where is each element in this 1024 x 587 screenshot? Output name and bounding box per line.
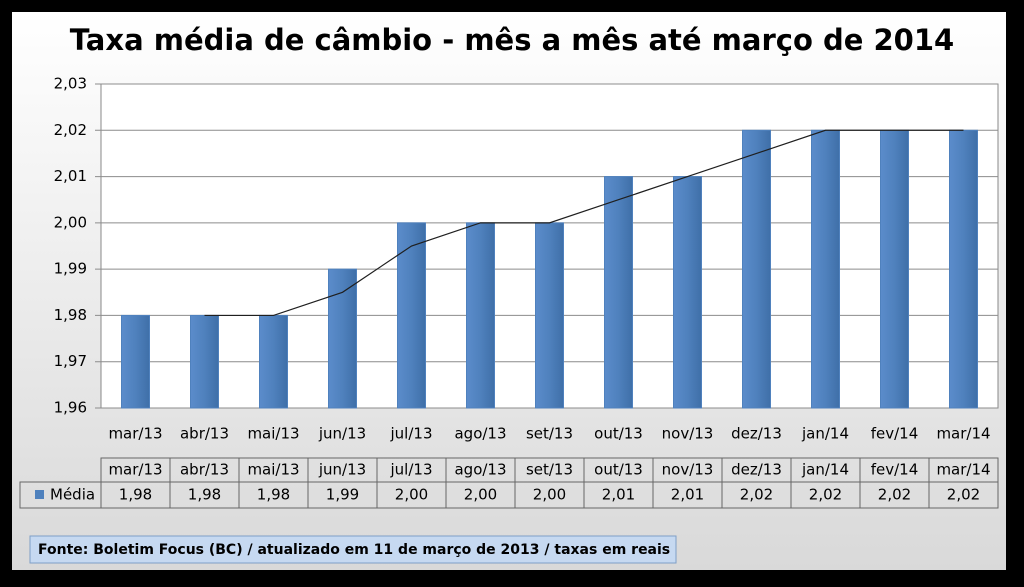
- bar: [604, 176, 633, 409]
- table-value: 2,01: [671, 486, 704, 504]
- x-tick-label: mar/13: [108, 425, 162, 443]
- table-value: 2,02: [878, 486, 911, 504]
- table-header: nov/13: [662, 461, 714, 479]
- bar: [328, 268, 357, 409]
- x-tick-label: out/13: [594, 425, 643, 443]
- x-tick-label: mai/13: [247, 425, 299, 443]
- bar: [949, 129, 978, 409]
- bar: [811, 129, 840, 409]
- table-value: 2,02: [947, 486, 980, 504]
- y-tick-label: 2,03: [54, 75, 87, 93]
- bar: [397, 222, 426, 409]
- table-value: 1,99: [326, 486, 359, 504]
- table-cell: [928, 481, 999, 509]
- table-header: ago/13: [454, 461, 506, 479]
- y-tick-label: 1,99: [54, 260, 87, 278]
- bar: [880, 129, 909, 409]
- table-value: 1,98: [119, 486, 152, 504]
- y-tick-label: 2,00: [54, 213, 87, 231]
- table-header: abr/13: [180, 461, 229, 479]
- table-value: 2,02: [809, 486, 842, 504]
- table-header: mar/14: [936, 461, 990, 479]
- table-header: jul/13: [390, 461, 433, 479]
- table-value: 2,00: [464, 486, 497, 504]
- trend-line: [204, 129, 964, 317]
- x-tick-label: fev/14: [871, 425, 919, 443]
- x-tick-label: jan/14: [801, 425, 849, 443]
- y-tick-label: 1,98: [54, 306, 87, 324]
- bar: [535, 222, 564, 409]
- table-value: 1,98: [188, 486, 221, 504]
- x-tick-label: jul/13: [390, 425, 433, 443]
- chart-title: Taxa média de câmbio - mês a mês até mar…: [70, 23, 954, 57]
- x-tick-label: ago/13: [454, 425, 506, 443]
- table-header: mar/13: [108, 461, 162, 479]
- y-tick-label: 2,02: [54, 121, 87, 139]
- table-header: mai/13: [247, 461, 299, 479]
- y-tick-label: 1,97: [54, 352, 87, 370]
- y-tick-label: 2,01: [54, 167, 87, 185]
- table-value: 2,02: [740, 486, 773, 504]
- x-tick-label: nov/13: [662, 425, 714, 443]
- x-tick-label: dez/13: [731, 425, 782, 443]
- table-header: set/13: [526, 461, 573, 479]
- table-header: dez/13: [731, 461, 782, 479]
- table-value: 2,01: [602, 486, 635, 504]
- bar: [190, 314, 219, 409]
- bar: [673, 176, 702, 409]
- source-box: [29, 535, 677, 564]
- legend-key: [35, 490, 44, 499]
- table-value: 2,00: [533, 486, 566, 504]
- bar: [742, 129, 771, 409]
- x-tick-label: jun/13: [318, 425, 366, 443]
- bar: [121, 314, 150, 409]
- x-tick-label: abr/13: [180, 425, 229, 443]
- table-value: 2,00: [395, 486, 428, 504]
- table-value: 1,98: [257, 486, 290, 504]
- y-tick-label: 1,96: [54, 399, 87, 417]
- source: Fonte: Boletim Focus (BC) / atualizado e…: [38, 542, 670, 558]
- bar: [466, 222, 495, 409]
- table-header: out/13: [594, 461, 643, 479]
- x-tick-label: mar/14: [936, 425, 990, 443]
- x-tick-label: set/13: [526, 425, 573, 443]
- bar: [259, 314, 288, 409]
- table-header: jun/13: [318, 461, 366, 479]
- table-header: fev/14: [871, 461, 919, 479]
- legend-label: Média: [50, 486, 95, 504]
- table-header: jan/14: [801, 461, 849, 479]
